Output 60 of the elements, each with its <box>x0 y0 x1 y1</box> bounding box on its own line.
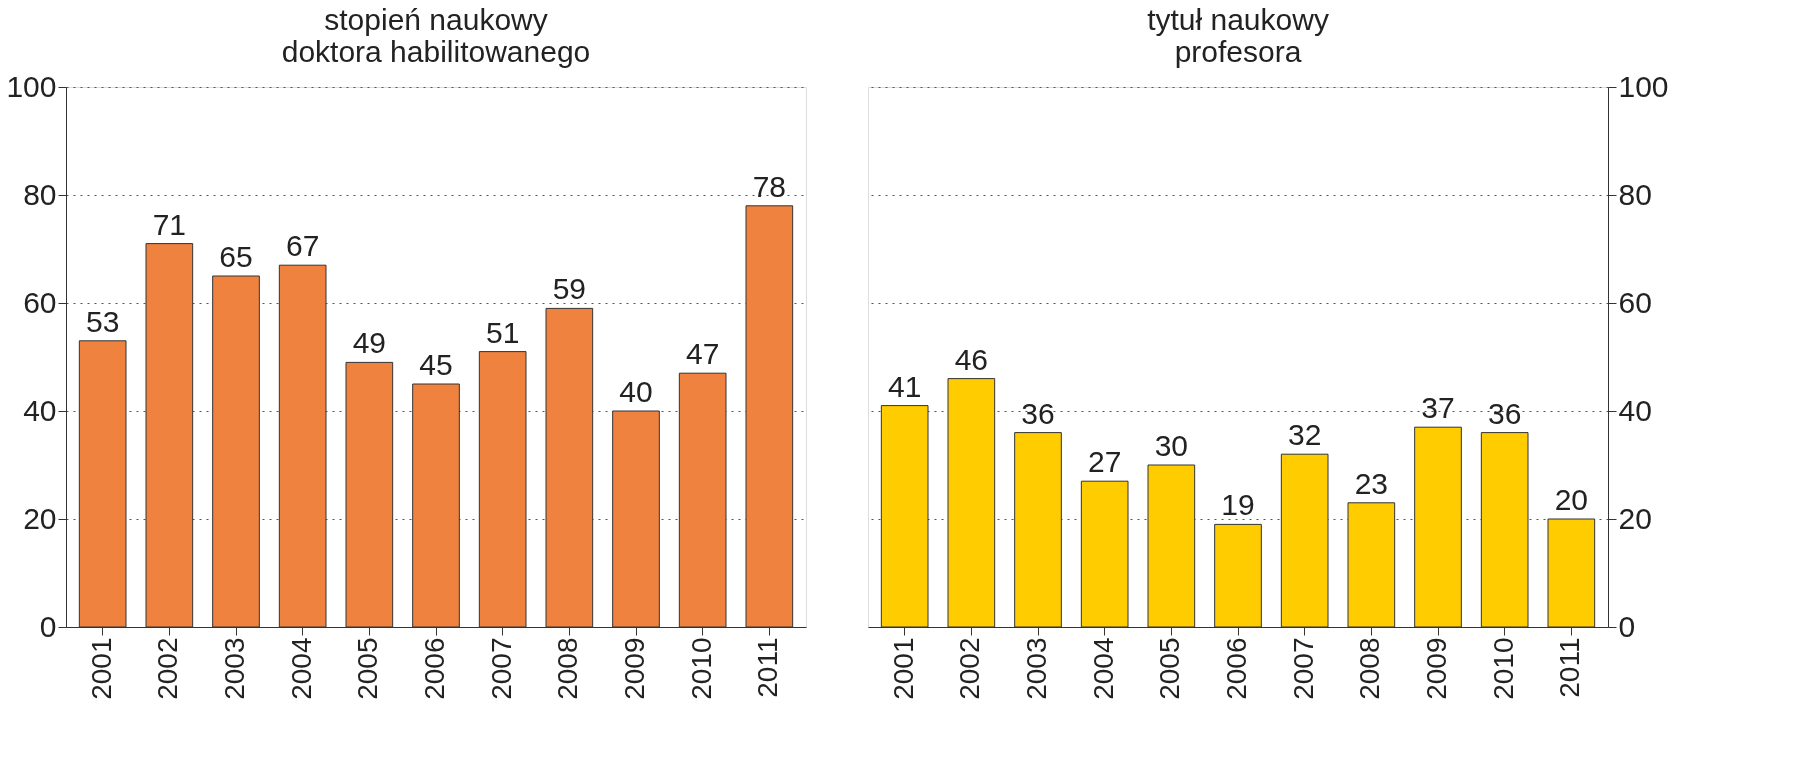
x-tick-label: 2010 <box>685 637 717 700</box>
data-label: 27 <box>1087 445 1122 479</box>
x-tick-label: 2010 <box>1487 637 1519 700</box>
data-label: 46 <box>954 342 989 376</box>
x-tick-label: 2009 <box>1421 637 1452 700</box>
data-label: 47 <box>685 337 720 371</box>
x-tick-label: 2005 <box>1154 637 1186 700</box>
text: tytuł naukowy <box>1147 3 1329 36</box>
data-label: 41 <box>887 369 922 403</box>
data-label: 40 <box>619 375 653 408</box>
x-tick-label: 2006 <box>419 637 450 700</box>
data-label: 49 <box>352 326 387 360</box>
y-tick-label: 100 <box>1618 69 1669 103</box>
y-tick-label: 80 <box>23 177 57 211</box>
data-label: 65 <box>219 240 253 273</box>
x-tick-label: 2007 <box>1287 637 1319 700</box>
data-label: 30 <box>1154 429 1189 462</box>
data-label: 20 <box>1554 483 1589 516</box>
data-label: 59 <box>552 272 587 306</box>
data-label: 23 <box>1354 466 1389 500</box>
x-tick-label: 2002 <box>954 637 986 700</box>
y-tick-label: 80 <box>1618 177 1652 211</box>
y-tick-label: 0 <box>39 609 57 643</box>
x-tick-label: 2005 <box>352 637 384 700</box>
data-label: 51 <box>485 315 520 349</box>
x-tick-label: 2011 <box>1554 637 1586 698</box>
x-tick-label: 2001 <box>85 637 117 700</box>
data-label: 36 <box>1021 396 1055 430</box>
y-tick-label: 40 <box>23 393 57 427</box>
x-tick-label: 2006 <box>1221 637 1252 700</box>
data-label: 32 <box>1287 418 1322 452</box>
data-label: 67 <box>285 229 320 263</box>
data-label: 37 <box>1421 391 1455 425</box>
y-tick-label: 60 <box>1618 285 1652 319</box>
y-tick-label: 40 <box>1618 393 1652 427</box>
y-tick-label: 60 <box>23 285 57 319</box>
x-tick-label: 2004 <box>1087 637 1119 700</box>
data-label: 19 <box>1221 488 1255 522</box>
data-label: 45 <box>419 348 453 381</box>
x-tick-label: 2004 <box>285 637 317 700</box>
x-tick-label: 2002 <box>152 637 184 700</box>
data-label: 36 <box>1487 396 1522 430</box>
text: profesora <box>1174 35 1302 68</box>
x-tick-label: 2003 <box>1021 637 1052 700</box>
x-tick-label: 2008 <box>552 637 584 700</box>
text: stopień naukowy <box>324 3 548 36</box>
data-label: 71 <box>152 207 187 241</box>
text: doktora habilitowanego <box>281 35 591 68</box>
x-tick-label: 2011 <box>752 637 784 698</box>
x-tick-label: 2003 <box>219 637 250 700</box>
data-label: 53 <box>85 304 120 338</box>
y-tick-label: 20 <box>23 501 57 535</box>
x-tick-label: 2001 <box>887 637 919 700</box>
data-label: 78 <box>752 169 787 203</box>
y-tick-label: 0 <box>1618 609 1636 643</box>
y-tick-label: 100 <box>6 69 57 103</box>
x-tick-label: 2008 <box>1354 637 1386 700</box>
x-tick-label: 2007 <box>485 637 517 700</box>
x-tick-label: 2009 <box>619 637 650 700</box>
y-tick-label: 20 <box>1618 501 1652 535</box>
